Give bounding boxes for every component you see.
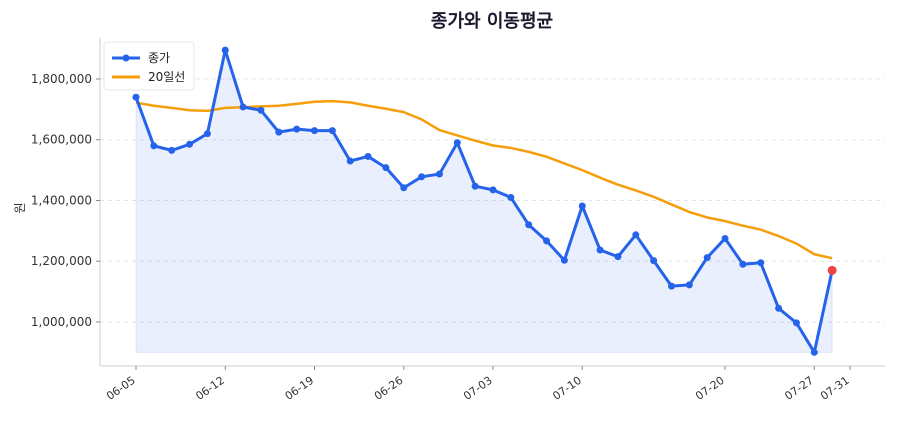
- close-point: [221, 46, 229, 54]
- close-point: [382, 164, 390, 172]
- close-point: [257, 106, 265, 114]
- close-point: [668, 282, 675, 290]
- close-point: [525, 221, 533, 229]
- close-point: [685, 281, 693, 289]
- x-tick-label: 07-31: [818, 374, 852, 403]
- close-point: [810, 348, 818, 356]
- close-point: [757, 259, 765, 267]
- close-point: [792, 319, 800, 327]
- close-point: [275, 128, 283, 136]
- x-tick-label: 07-03: [461, 374, 495, 403]
- y-tick-label: 1,400,000: [31, 193, 92, 207]
- close-point: [132, 93, 140, 101]
- x-tick-label: 06-05: [104, 374, 138, 403]
- legend-marker-close: [122, 54, 130, 62]
- y-tick-label: 1,600,000: [31, 133, 92, 147]
- legend-label-close: 종가: [148, 51, 170, 65]
- grid-lines: [100, 78, 885, 323]
- close-point: [650, 257, 658, 265]
- close-point: [239, 103, 247, 111]
- close-point: [578, 202, 586, 210]
- x-tick-label: 07-20: [693, 374, 727, 403]
- close-point: [168, 146, 176, 154]
- close-point: [560, 256, 568, 264]
- close-point: [364, 152, 372, 160]
- x-tick-labels: 06-05 06-12 06-19 06-26 07-03 07-10 07-20 07-27…: [104, 366, 852, 403]
- close-point: [186, 140, 194, 148]
- close-point: [453, 139, 461, 147]
- x-tick-label: 06-12: [193, 374, 227, 403]
- close-point: [400, 184, 408, 192]
- y-tick-label: 1,200,000: [31, 254, 92, 268]
- series-lines: [132, 46, 837, 356]
- close-point: [471, 182, 479, 190]
- series-line-close: [134, 48, 834, 354]
- series-line-ma20: [135, 99, 833, 260]
- close-point: [739, 260, 747, 268]
- close-point: [150, 142, 158, 150]
- legend-label-ma20: 20일선: [148, 70, 185, 84]
- close-point: [203, 130, 211, 138]
- y-tick-label: 1,800,000: [31, 72, 92, 86]
- close-point: [293, 125, 301, 133]
- x-tick-label: 07-27: [782, 374, 816, 403]
- close-point: [775, 304, 783, 312]
- close-point: [596, 246, 604, 254]
- y-axis-label: 원: [13, 202, 27, 213]
- chart-title: 종가와 이동평균: [431, 11, 553, 32]
- close-point: [703, 254, 711, 262]
- close-point: [543, 237, 551, 245]
- close-point: [614, 253, 622, 261]
- y-tick-labels: 1,000,000 1,200,000 1,400,000 1,600,000 1,80…: [31, 72, 100, 329]
- y-tick-label: 1,000,000: [31, 315, 92, 329]
- close-point: [346, 157, 354, 165]
- close-point: [435, 170, 443, 178]
- close-point: [311, 127, 318, 135]
- legend: 종가 20일선: [103, 41, 195, 91]
- close-point: [328, 127, 336, 135]
- x-tick-label: 06-26: [372, 374, 406, 403]
- x-tick-label: 06-19: [283, 374, 317, 403]
- x-tick-label: 07-10: [550, 374, 584, 403]
- close-point: [632, 231, 640, 239]
- close-point: [418, 173, 426, 181]
- close-point: [721, 234, 729, 242]
- close-point: [489, 186, 497, 194]
- close-point: [507, 193, 515, 201]
- last-close-point: [827, 265, 837, 275]
